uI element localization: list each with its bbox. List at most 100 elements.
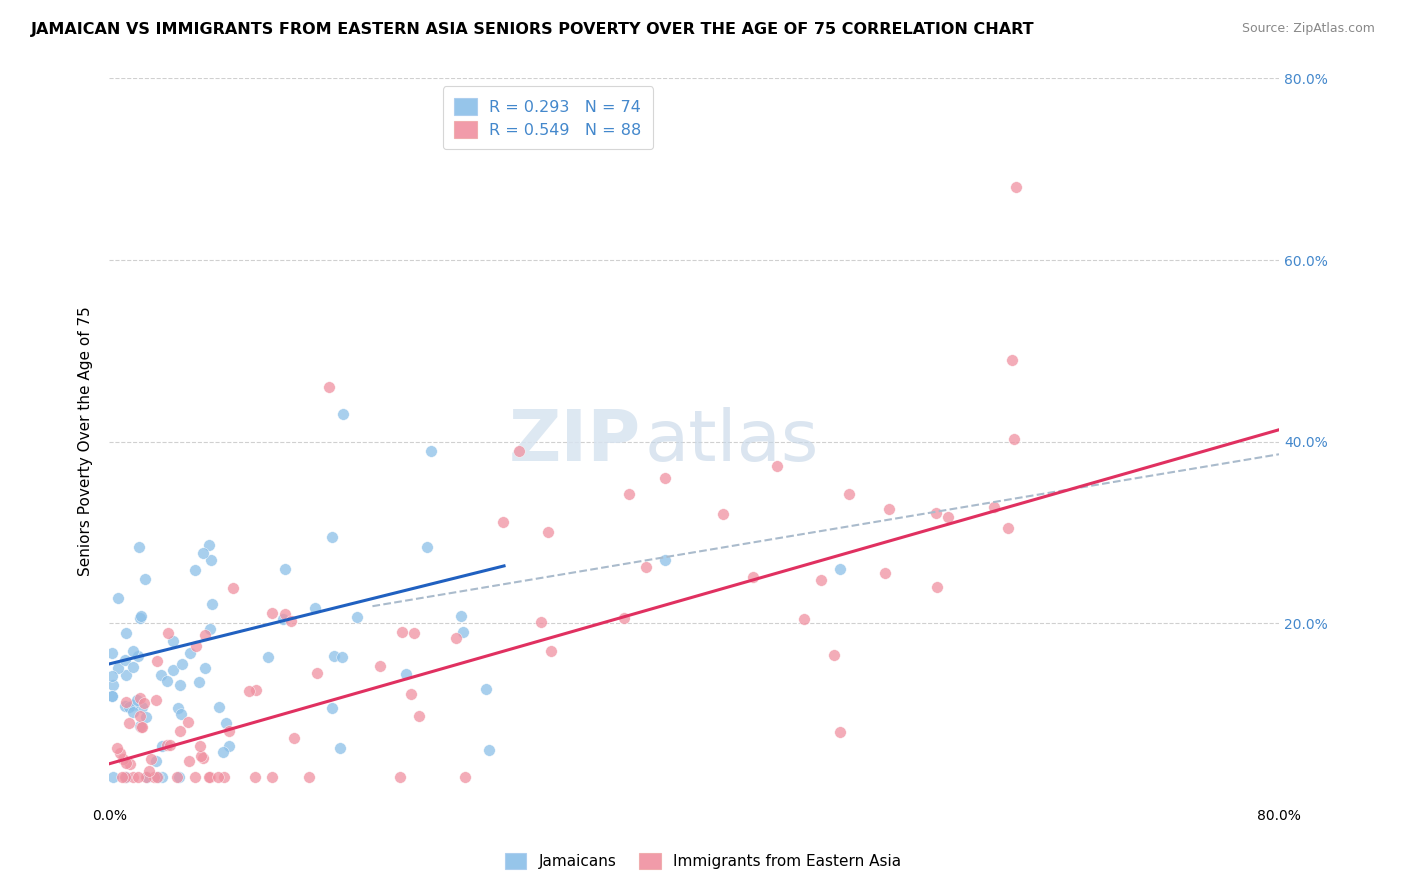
Point — [177, 714, 200, 729]
Point — [207, 771, 229, 785]
Point — [330, 650, 353, 665]
Point — [207, 699, 229, 714]
Point — [184, 771, 207, 785]
Point — [128, 540, 150, 554]
Point — [368, 658, 391, 673]
Point — [115, 771, 138, 785]
Point — [274, 607, 297, 621]
Point — [211, 745, 233, 759]
Point — [111, 752, 134, 766]
Point — [177, 754, 200, 768]
Point — [453, 624, 475, 639]
Point — [198, 771, 221, 785]
Point — [475, 681, 498, 696]
Point — [766, 459, 789, 474]
Legend: Jamaicans, Immigrants from Eastern Asia: Jamaicans, Immigrants from Eastern Asia — [499, 847, 907, 875]
Point — [212, 771, 235, 785]
Point — [925, 580, 948, 594]
Text: ZIP: ZIP — [509, 407, 641, 476]
Point — [530, 615, 553, 629]
Point — [508, 443, 530, 458]
Point — [184, 563, 207, 577]
Point — [101, 689, 124, 703]
Point — [271, 612, 294, 626]
Point — [243, 771, 266, 785]
Point — [190, 749, 212, 764]
Point — [169, 771, 191, 785]
Point — [238, 684, 260, 698]
Point — [983, 500, 1005, 515]
Point — [120, 757, 142, 772]
Point — [131, 608, 153, 623]
Point — [170, 657, 193, 672]
Point — [450, 608, 472, 623]
Point — [162, 633, 184, 648]
Point — [741, 570, 763, 584]
Point — [711, 507, 734, 521]
Point — [388, 771, 411, 785]
Point — [141, 752, 163, 766]
Point — [127, 648, 149, 663]
Point — [399, 687, 422, 701]
Point — [108, 746, 131, 760]
Point — [222, 581, 245, 595]
Point — [1002, 432, 1025, 446]
Point — [873, 566, 896, 580]
Point — [170, 707, 193, 722]
Point — [114, 653, 136, 667]
Point — [200, 553, 222, 567]
Point — [121, 705, 143, 719]
Point — [150, 771, 173, 785]
Point — [454, 771, 477, 785]
Point — [260, 606, 283, 620]
Point — [491, 515, 513, 529]
Point — [634, 560, 657, 574]
Point — [169, 723, 191, 738]
Point — [105, 741, 128, 756]
Point — [132, 696, 155, 710]
Point — [129, 720, 152, 734]
Point — [143, 771, 166, 785]
Point — [157, 626, 180, 640]
Legend: R = 0.293   N = 74, R = 0.549   N = 88: R = 0.293 N = 74, R = 0.549 N = 88 — [443, 87, 652, 149]
Point — [101, 678, 124, 692]
Point — [395, 667, 418, 681]
Point — [101, 669, 124, 683]
Point — [169, 678, 191, 692]
Point — [146, 771, 169, 785]
Point — [131, 720, 153, 734]
Point — [150, 667, 173, 681]
Point — [197, 538, 219, 552]
Y-axis label: Seniors Poverty Over the Age of 75: Seniors Poverty Over the Age of 75 — [79, 307, 93, 576]
Point — [654, 552, 676, 566]
Point — [166, 771, 188, 785]
Point — [404, 626, 426, 640]
Point — [122, 660, 145, 674]
Point — [323, 648, 346, 663]
Point — [122, 771, 145, 785]
Text: JAMAICAN VS IMMIGRANTS FROM EASTERN ASIA SENIORS POVERTY OVER THE AGE OF 75 CORR: JAMAICAN VS IMMIGRANTS FROM EASTERN ASIA… — [31, 22, 1035, 37]
Point — [200, 622, 222, 636]
Point — [166, 701, 188, 715]
Point — [936, 510, 959, 524]
Point — [128, 691, 150, 706]
Point — [138, 764, 160, 778]
Point — [307, 666, 329, 681]
Point — [145, 654, 167, 668]
Point — [416, 540, 439, 554]
Point — [283, 731, 305, 745]
Point — [129, 709, 152, 723]
Point — [273, 561, 295, 575]
Point — [997, 521, 1019, 535]
Point — [101, 646, 124, 660]
Point — [121, 698, 143, 712]
Point — [444, 631, 467, 645]
Point — [537, 525, 560, 540]
Point — [135, 771, 157, 785]
Point — [115, 626, 138, 640]
Point — [321, 531, 343, 545]
Point — [810, 574, 832, 588]
Point — [654, 471, 676, 485]
Point — [145, 692, 167, 706]
Point — [186, 639, 208, 653]
